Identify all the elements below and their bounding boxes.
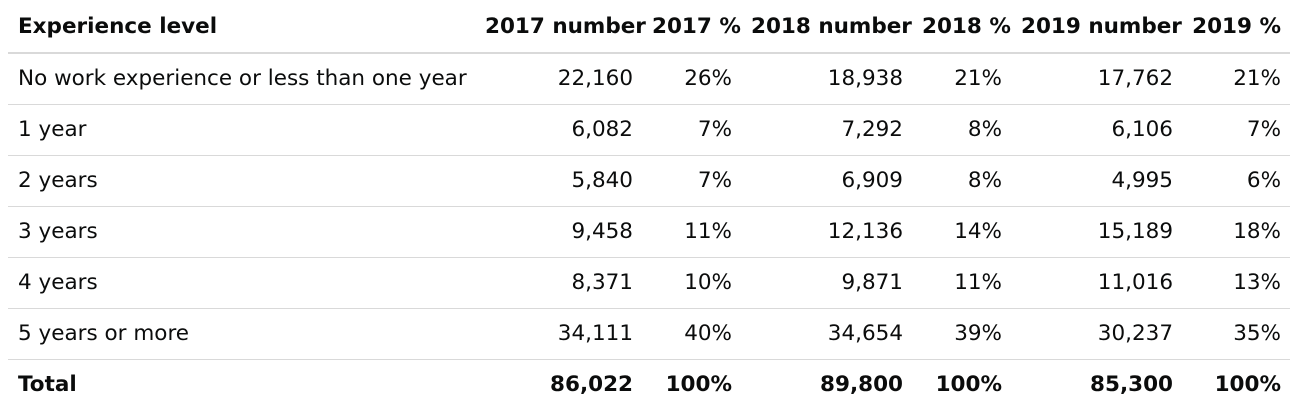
table-row: 3 years 9,458 11% 12,136 14% 15,189 18% xyxy=(8,206,1290,258)
table-row: 4 years 8,371 10% 9,871 11% 11,016 13% xyxy=(8,257,1290,309)
table-row: 5 years or more 34,111 40% 34,654 39% 30… xyxy=(8,308,1290,360)
total-label: Total xyxy=(18,371,77,397)
cell-2017-percent: 7% xyxy=(642,104,741,156)
total-2019-percent: 100% xyxy=(1214,371,1281,397)
cell-2018-percent: 39% xyxy=(912,308,1011,360)
cell-2019-percent: 18% xyxy=(1182,206,1290,258)
cell-2019-number: 6,106 xyxy=(1011,104,1182,156)
cell-2019-percent: 6% xyxy=(1182,155,1290,207)
cell-2019-percent: 35% xyxy=(1182,308,1290,360)
cell-2018-percent: 11% xyxy=(912,257,1011,309)
cell-2017-number: 5,840 xyxy=(475,155,642,207)
cell-experience-level: 2 years xyxy=(8,155,475,207)
header-2018-percent: 2018 % xyxy=(912,0,1011,54)
cell-2017-number: 6,082 xyxy=(475,104,642,156)
cell-2018-percent: 14% xyxy=(912,206,1011,258)
header-2019-number: 2019 number xyxy=(1011,0,1182,54)
cell-2018-number: 6,909 xyxy=(741,155,912,207)
cell-experience-level: 3 years xyxy=(8,206,475,258)
cell-2019-percent: 13% xyxy=(1182,257,1290,309)
header-2019-percent: 2019 % xyxy=(1182,0,1290,54)
cell-2019-number: 30,237 xyxy=(1011,308,1182,360)
total-row: Total 86,022 100% 89,800 100% 85,300 100… xyxy=(8,359,1290,409)
total-2018-number: 89,800 xyxy=(820,371,903,397)
cell-2019-percent: 21% xyxy=(1182,53,1290,105)
cell-2019-number: 4,995 xyxy=(1011,155,1182,207)
table-body: No work experience or less than one year… xyxy=(8,53,1290,409)
total-2018-percent: 100% xyxy=(935,371,1002,397)
cell-2017-percent: 11% xyxy=(642,206,741,258)
cell-experience-level: 4 years xyxy=(8,257,475,309)
header-row: Experience level 2017 number 2017 % 2018… xyxy=(8,0,1290,54)
cell-2018-number: 9,871 xyxy=(741,257,912,309)
total-2019-number: 85,300 xyxy=(1090,371,1173,397)
cell-2018-number: 7,292 xyxy=(741,104,912,156)
total-2017-number: 86,022 xyxy=(550,371,633,397)
cell-2018-percent: 8% xyxy=(912,155,1011,207)
cell-experience-level: 1 year xyxy=(8,104,475,156)
cell-2019-percent: 7% xyxy=(1182,104,1290,156)
cell-2017-number: 8,371 xyxy=(475,257,642,309)
table-row: 2 years 5,840 7% 6,909 8% 4,995 6% xyxy=(8,155,1290,207)
header-2018-number: 2018 number xyxy=(741,0,912,54)
experience-table: Experience level 2017 number 2017 % 2018… xyxy=(8,0,1290,409)
header-2017-number: 2017 number xyxy=(475,0,646,54)
cell-2017-percent: 26% xyxy=(642,53,741,105)
experience-table-container: Experience level 2017 number 2017 % 2018… xyxy=(8,0,1290,409)
table-header: Experience level 2017 number 2017 % 2018… xyxy=(8,0,1290,54)
cell-2017-number: 9,458 xyxy=(475,206,642,258)
cell-2018-percent: 8% xyxy=(912,104,1011,156)
cell-2017-percent: 40% xyxy=(642,308,741,360)
cell-2018-number: 34,654 xyxy=(741,308,912,360)
cell-2018-percent: 21% xyxy=(912,53,1011,105)
cell-2019-number: 15,189 xyxy=(1011,206,1182,258)
cell-2018-number: 12,136 xyxy=(741,206,912,258)
cell-experience-level: 5 years or more xyxy=(8,308,475,360)
cell-2017-number: 22,160 xyxy=(475,53,642,105)
table-row: No work experience or less than one year… xyxy=(8,53,1290,105)
cell-2019-number: 17,762 xyxy=(1011,53,1182,105)
cell-2017-percent: 7% xyxy=(642,155,741,207)
cell-2018-number: 18,938 xyxy=(741,53,912,105)
header-2017-percent: 2017 % xyxy=(642,0,741,54)
cell-experience-level: No work experience or less than one year xyxy=(8,53,475,105)
cell-2017-number: 34,111 xyxy=(475,308,642,360)
table-row: 1 year 6,082 7% 7,292 8% 6,106 7% xyxy=(8,104,1290,156)
cell-2019-number: 11,016 xyxy=(1011,257,1182,309)
cell-2017-percent: 10% xyxy=(642,257,741,309)
header-experience-level: Experience level xyxy=(8,0,475,54)
total-2017-percent: 100% xyxy=(665,371,732,397)
